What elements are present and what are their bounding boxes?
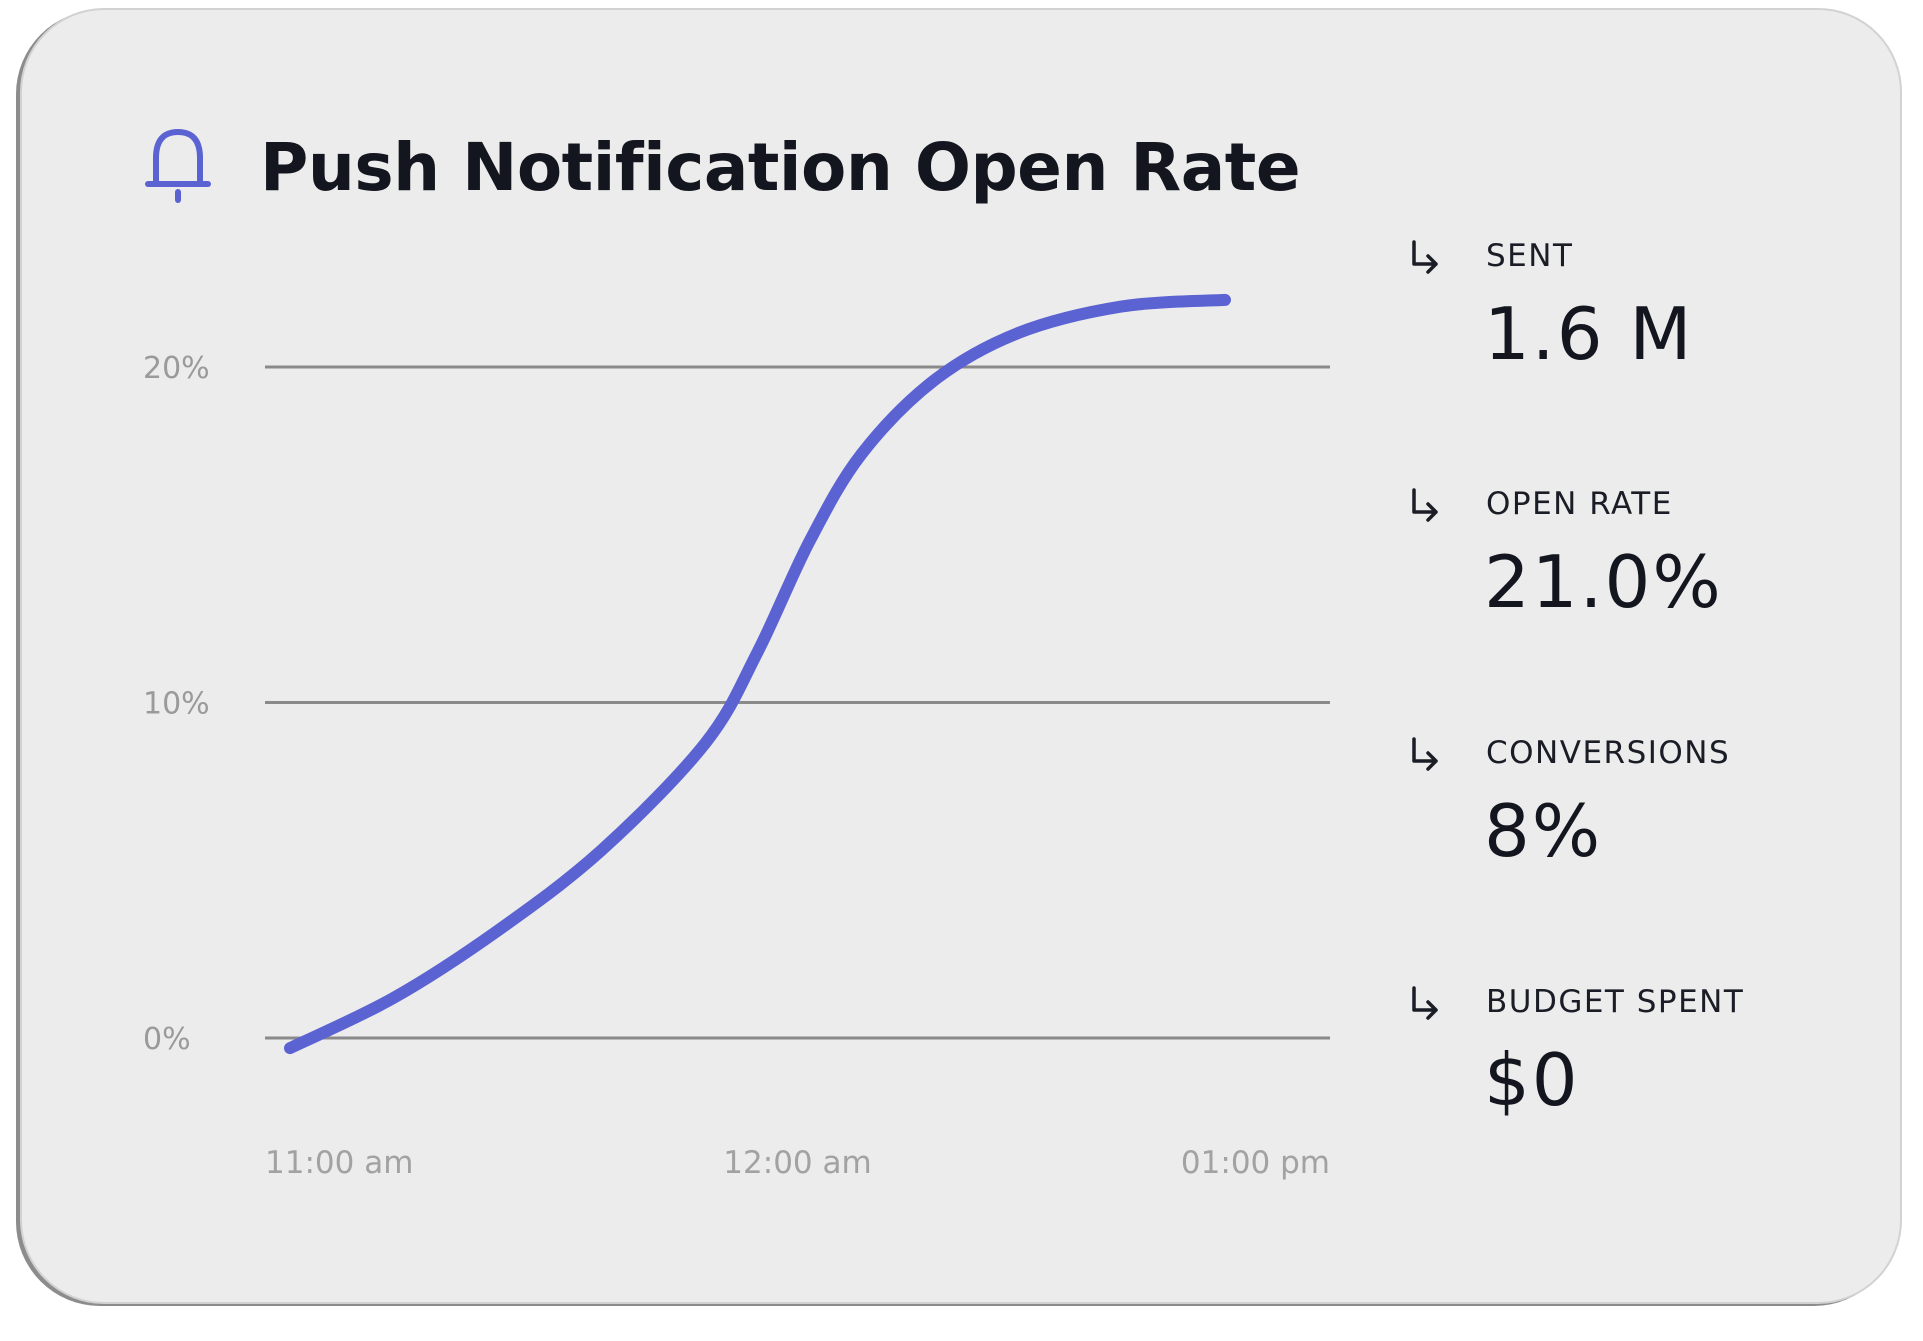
- stat-label: SENT: [1486, 238, 1574, 274]
- y-tick-label: 0%: [143, 1022, 191, 1057]
- open-rate-card: Push Notification Open Rate: [20, 8, 1902, 1304]
- stat-label: CONVERSIONS: [1486, 735, 1731, 771]
- y-tick-label: 20%: [143, 351, 210, 386]
- stat-value: 8%: [1484, 789, 1603, 873]
- stat-label: BUDGET SPENT: [1486, 984, 1745, 1020]
- arrow-return-icon: [1412, 737, 1438, 771]
- x-tick-label: 12:00 am: [723, 1145, 871, 1181]
- arrow-return-icon: [1412, 488, 1438, 522]
- card-title: Push Notification Open Rate: [260, 128, 1301, 206]
- x-tick-label: 11:00 am: [265, 1145, 413, 1181]
- chart-series: [284, 293, 1231, 1055]
- stat-value: 1.6 M: [1484, 292, 1694, 376]
- x-tick-label: 01:00 pm: [1181, 1145, 1330, 1181]
- chart-gridlines: [265, 365, 1330, 1040]
- bell-icon: [145, 129, 211, 203]
- stat-value: 21.0%: [1484, 540, 1723, 624]
- y-tick-label: 10%: [143, 687, 210, 722]
- chart-x-tick-labels: 11:00 am 12:00 am 01:00 pm: [265, 1145, 1330, 1181]
- series-line: [284, 293, 1231, 1055]
- chart-y-tick-labels: 0% 10% 20%: [143, 351, 210, 1057]
- arrow-return-icon: [1412, 240, 1438, 274]
- card-header: Push Notification Open Rate: [140, 122, 1301, 212]
- stat-label: OPEN RATE: [1486, 486, 1673, 522]
- stat-value: $0: [1484, 1038, 1580, 1122]
- arrow-return-icon: [1412, 986, 1438, 1020]
